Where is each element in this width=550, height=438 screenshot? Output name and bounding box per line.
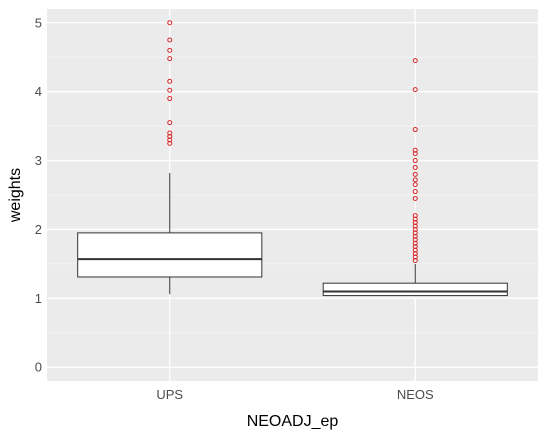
outlier-point — [167, 56, 173, 62]
outlier-point — [412, 254, 418, 260]
outlier-point — [412, 247, 418, 253]
outlier-point — [412, 177, 418, 183]
outlier-point — [412, 237, 418, 243]
outlier-point — [167, 20, 173, 26]
outlier-point — [167, 130, 173, 136]
box-body — [77, 232, 263, 278]
outlier-point — [167, 120, 173, 126]
outlier-point — [167, 47, 173, 53]
y-tick-labels: 0 1 2 3 4 5 — [35, 15, 42, 374]
x-tick-label: NEOS — [397, 387, 434, 402]
box-neos — [322, 58, 508, 297]
outlier-point — [412, 189, 418, 195]
y-tick-label: 5 — [35, 15, 42, 30]
outlier-point — [412, 127, 418, 133]
outlier-point — [412, 182, 418, 188]
outlier-point — [412, 87, 418, 93]
outlier-point — [412, 220, 418, 226]
grid-lines — [47, 9, 538, 381]
box-body — [322, 282, 508, 297]
outlier-point — [412, 240, 418, 246]
outlier-point — [412, 213, 418, 219]
y-tick-label: 1 — [35, 291, 42, 306]
outlier-point — [167, 87, 173, 93]
outlier-point — [167, 96, 173, 102]
outlier-point — [167, 133, 173, 139]
outlier-point — [167, 140, 173, 146]
outlier-point — [412, 226, 418, 232]
outlier-point — [412, 171, 418, 177]
y-tick-label: 0 — [35, 360, 42, 375]
outlier-point — [167, 37, 173, 43]
y-tick-label: 3 — [35, 153, 42, 168]
y-tick-label: 2 — [35, 222, 42, 237]
outlier-point — [167, 137, 173, 143]
x-tick-labels: UPS NEOS — [156, 387, 434, 402]
outlier-point — [167, 78, 173, 84]
outlier-point — [412, 58, 418, 64]
outlier-point — [412, 216, 418, 222]
outlier-point — [412, 257, 418, 263]
outlier-point — [412, 151, 418, 157]
outlier-point — [412, 223, 418, 229]
outlier-point — [412, 164, 418, 170]
y-tick-label: 4 — [35, 84, 42, 99]
outlier-point — [412, 251, 418, 257]
outlier-point — [412, 147, 418, 153]
x-tick-label: UPS — [156, 387, 183, 402]
outlier-point — [412, 244, 418, 250]
outlier-point — [412, 230, 418, 236]
x-axis-title: NEOADJ_ep — [247, 413, 339, 430]
boxes-layer — [77, 20, 508, 297]
box-ups — [77, 20, 263, 295]
outlier-point — [412, 233, 418, 239]
y-axis-title: weights — [7, 168, 24, 223]
outlier-point — [412, 195, 418, 201]
outlier-point — [412, 158, 418, 164]
